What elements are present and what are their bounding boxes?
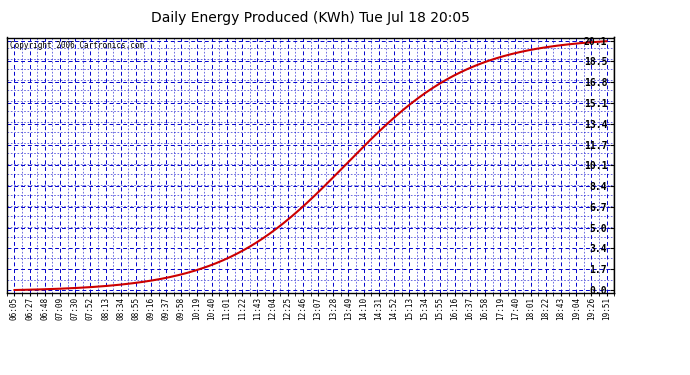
Text: Daily Energy Produced (KWh) Tue Jul 18 20:05: Daily Energy Produced (KWh) Tue Jul 18 2… bbox=[151, 11, 470, 25]
Text: Copyright 2006 Cartronics.com: Copyright 2006 Cartronics.com bbox=[10, 41, 144, 50]
